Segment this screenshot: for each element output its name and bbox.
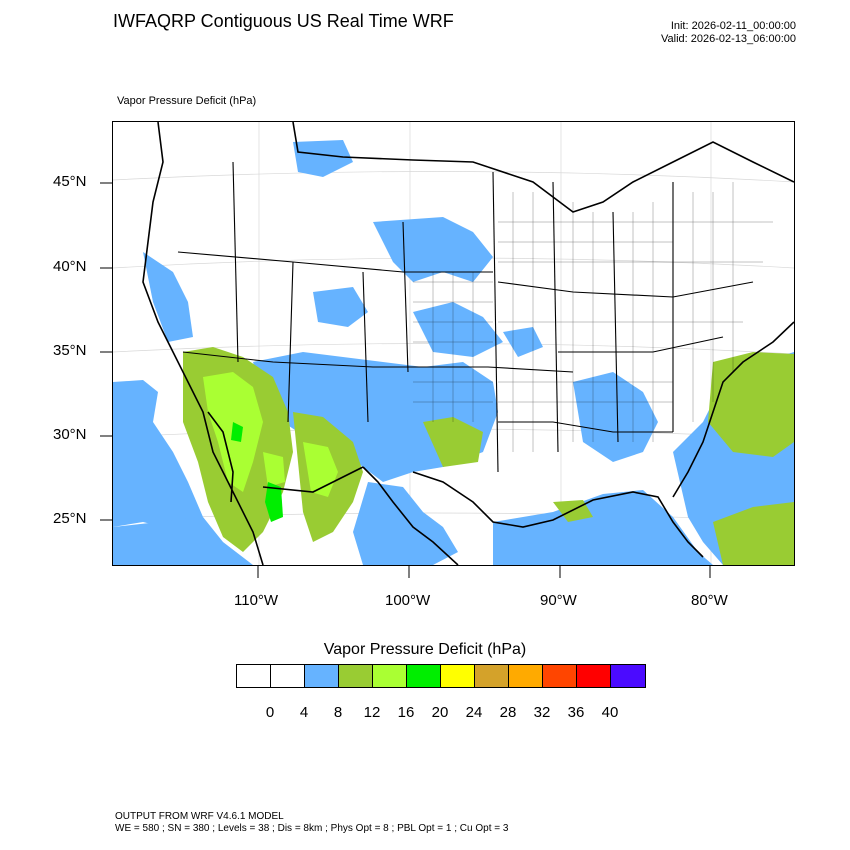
- lat-label-40: 40°N: [53, 258, 87, 275]
- colorbar-label-36: 36: [567, 704, 585, 721]
- lon-label-110: 110°W: [234, 592, 279, 609]
- colorbar-box-10: [577, 665, 611, 687]
- county-borders: [413, 182, 773, 452]
- colorbar-label-0: 0: [265, 704, 275, 721]
- peak-vpd-region: [231, 422, 283, 522]
- colorbar-title: Vapor Pressure Deficit (hPa): [323, 641, 527, 658]
- state-borders: [177, 161, 754, 473]
- lat-label-25: 25°N: [53, 510, 87, 527]
- model-footer: OUTPUT FROM WRF V4.6.1 MODEL WE = 580 ; …: [115, 811, 508, 835]
- low-vpd-region: [143, 140, 658, 482]
- lon-label-80: 80°W: [691, 592, 728, 609]
- colorbar-box-2: [305, 665, 339, 687]
- lat-ticks: [100, 182, 112, 521]
- footer-line-1: OUTPUT FROM WRF V4.6.1 MODEL: [115, 811, 284, 822]
- lon-label-100: 100°W: [385, 592, 431, 609]
- plot-title: IWFAQRP Contiguous US Real Time WRF: [113, 11, 454, 31]
- footer-line-2: WE = 580 ; SN = 380 ; Levels = 38 ; Dis …: [115, 823, 509, 834]
- init-time: Init: 2026-02-11_00:00:00: [670, 20, 796, 32]
- colorbar-box-3: [339, 665, 373, 687]
- lat-label-35: 35°N: [53, 342, 87, 359]
- colorbar-box-1: [271, 665, 305, 687]
- colorbar-label-12: 12: [363, 704, 381, 721]
- coastlines: [142, 122, 794, 565]
- colorbar: [236, 664, 646, 688]
- colorbar-box-6: [441, 665, 475, 687]
- colorbar-box-9: [543, 665, 577, 687]
- colorbar-label-28: 28: [499, 704, 517, 721]
- field-subtitle: Vapor Pressure Deficit (hPa): [117, 95, 257, 107]
- colorbar-label-16: 16: [397, 704, 415, 721]
- run-times: Init: 2026-02-11_00:00:00 Valid: 2026-02…: [661, 20, 796, 46]
- colorbar-label-8: 8: [333, 704, 343, 721]
- colorbar-box-5: [407, 665, 441, 687]
- map-panel: [112, 121, 795, 566]
- lon-label-90: 90°W: [540, 592, 577, 609]
- colorbar-box-8: [509, 665, 543, 687]
- colorbar-box-11: [611, 665, 645, 687]
- colorbar-label-32: 32: [533, 704, 551, 721]
- colorbar-label-40: 40: [601, 704, 619, 721]
- colorbar-label-20: 20: [431, 704, 449, 721]
- colorbar-label-24: 24: [465, 704, 483, 721]
- lat-label-30: 30°N: [53, 426, 87, 443]
- valid-time: Valid: 2026-02-13_06:00:00: [661, 33, 796, 45]
- colorbar-label-4: 4: [299, 704, 309, 721]
- colorbar-box-7: [475, 665, 509, 687]
- colorbar-box-4: [373, 665, 407, 687]
- lat-label-45: 45°N: [53, 173, 87, 190]
- map-canvas: [113, 122, 794, 565]
- lon-ticks: [257, 566, 711, 578]
- colorbar-box-0: [237, 665, 271, 687]
